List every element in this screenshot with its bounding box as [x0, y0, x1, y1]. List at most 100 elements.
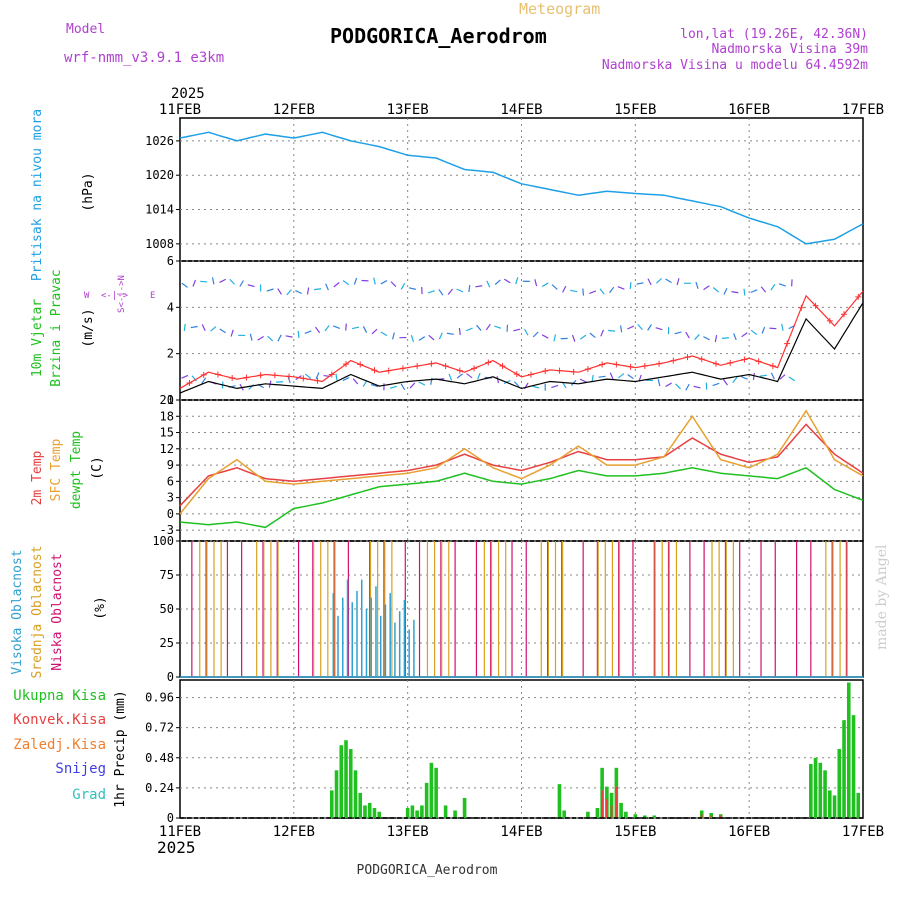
wind-direction-arrow — [201, 377, 207, 384]
total-precip-bar — [353, 770, 358, 818]
wind-direction-arrow — [770, 372, 775, 380]
total-precip-bar — [562, 810, 566, 818]
wind-direction-arrow — [335, 373, 338, 381]
wind-direction-arrow — [410, 334, 415, 343]
wind-direction-arrow — [532, 385, 540, 389]
wind-direction-arrow — [598, 375, 606, 378]
wind-direction-arrow — [191, 375, 197, 382]
temperature-series — [179, 409, 864, 529]
wind-direction-arrow — [656, 278, 663, 284]
legend-snow: Snijeg — [55, 761, 106, 777]
wind-direction-arrow — [721, 337, 729, 339]
wind-direction-arrow — [494, 279, 501, 285]
wind-direction-arrow — [694, 334, 700, 340]
y-tick-label: 0.48 — [145, 751, 174, 765]
wind-direction-arrow — [636, 282, 644, 285]
wind-gust-marker — [670, 357, 677, 364]
wind-direction-arrow — [192, 279, 197, 287]
temp-sfc-line — [179, 409, 864, 515]
wind-direction-arrow — [266, 288, 274, 292]
conv-precip-bar — [601, 790, 604, 818]
total-precip-bar — [462, 797, 467, 818]
wind-gust-marker — [485, 359, 492, 366]
total-precip-bar — [809, 764, 813, 818]
station-title: PODGORICA_Aerodrom — [330, 24, 547, 48]
wind-direction-arrow — [752, 372, 755, 380]
total-precip-bar — [633, 814, 638, 818]
wind-direction-arrow — [211, 277, 215, 285]
wind-direction-arrow — [190, 325, 198, 329]
wind-direction-arrow — [485, 323, 491, 331]
wind-gust-marker — [343, 361, 350, 368]
wind-direction-arrow — [486, 280, 491, 288]
wind-direction-arrow — [325, 283, 329, 291]
total-precip-bar — [443, 805, 448, 818]
wind-direction-arrow — [599, 288, 605, 295]
total-precip-bar — [823, 770, 827, 818]
wind-direction-arrow — [732, 376, 738, 384]
x-tick-label-bottom: 17FEB — [842, 824, 884, 840]
wind-direction-arrow — [257, 336, 264, 341]
wind-direction-arrow — [778, 283, 786, 287]
wind-direction-arrow — [210, 326, 217, 332]
wind-direction-arrow — [579, 378, 587, 383]
wind-direction-arrow — [295, 290, 303, 295]
wind-gust-marker — [556, 367, 563, 374]
total-precip-bar — [652, 815, 657, 818]
total-precip-bar — [846, 682, 851, 818]
wind-gust-marker — [399, 365, 406, 372]
wind-gust-marker — [257, 372, 264, 379]
wind-direction-arrow — [629, 282, 632, 290]
wind-direction-arrow — [759, 374, 767, 377]
wind-direction-arrow — [494, 325, 502, 329]
wind-gust-marker — [456, 367, 463, 374]
wind-direction-arrow — [390, 281, 397, 287]
wind-direction-arrow — [324, 325, 330, 332]
y-tick-label: 0 — [167, 393, 174, 407]
total-precip-bar — [339, 745, 344, 818]
y-tick-label: 6 — [167, 474, 174, 488]
wind-gust-marker — [727, 359, 734, 366]
y-tick-label: 18 — [160, 409, 174, 423]
wind-direction-arrow — [351, 326, 360, 330]
y-tick-label: 1026 — [145, 134, 174, 148]
wind-direction-arrow — [722, 379, 728, 386]
x-tick-label-bottom: 16FEB — [728, 824, 770, 840]
total-precip-bar — [856, 792, 861, 818]
compass-ns: S<-|->N — [117, 275, 127, 313]
wind-direction-arrow — [456, 373, 463, 379]
year-bottom: 2025 — [157, 838, 196, 857]
wind-gust-line — [179, 290, 864, 389]
wind-gust-marker — [300, 375, 307, 382]
wind-direction-arrow — [647, 278, 652, 286]
wind-direction-arrow — [551, 284, 558, 290]
cloud-series — [180, 541, 863, 678]
precip-unit: 1hr Precip (mm) — [113, 690, 128, 807]
cloud-unit: (%) — [93, 596, 108, 619]
wind-direction-arrow — [741, 332, 748, 338]
wind-direction-arrow — [591, 374, 594, 382]
wind-gust-marker — [286, 373, 293, 380]
total-precip-bar — [586, 811, 590, 818]
wind-direction-arrow — [285, 335, 293, 338]
model-elevation-label: Nadmorska Visina u modelu 64.4592m — [602, 58, 868, 73]
wind-direction-arrow — [428, 334, 435, 341]
wind-gust-marker — [371, 367, 378, 374]
wind-direction-arrow — [389, 385, 397, 389]
wind-series — [179, 277, 864, 394]
wind-gust-marker — [513, 371, 520, 378]
wind-direction-arrow — [362, 326, 368, 333]
temp-title1: 2m Temp — [30, 450, 45, 505]
total-precip-bar — [624, 811, 628, 818]
y-tick-label: -3 — [160, 523, 174, 537]
total-precip-bar — [410, 805, 415, 818]
wind-panel — [179, 260, 864, 401]
wind-direction-arrow — [553, 334, 557, 342]
wind-direction-arrow — [712, 382, 720, 387]
model-label: Model — [66, 22, 105, 37]
wind-direction-arrow — [183, 323, 186, 331]
total-precip-bar — [851, 715, 856, 818]
cloud-title1: Visoka Oblacnost — [10, 549, 25, 674]
wind-direction-arrow — [333, 325, 341, 330]
